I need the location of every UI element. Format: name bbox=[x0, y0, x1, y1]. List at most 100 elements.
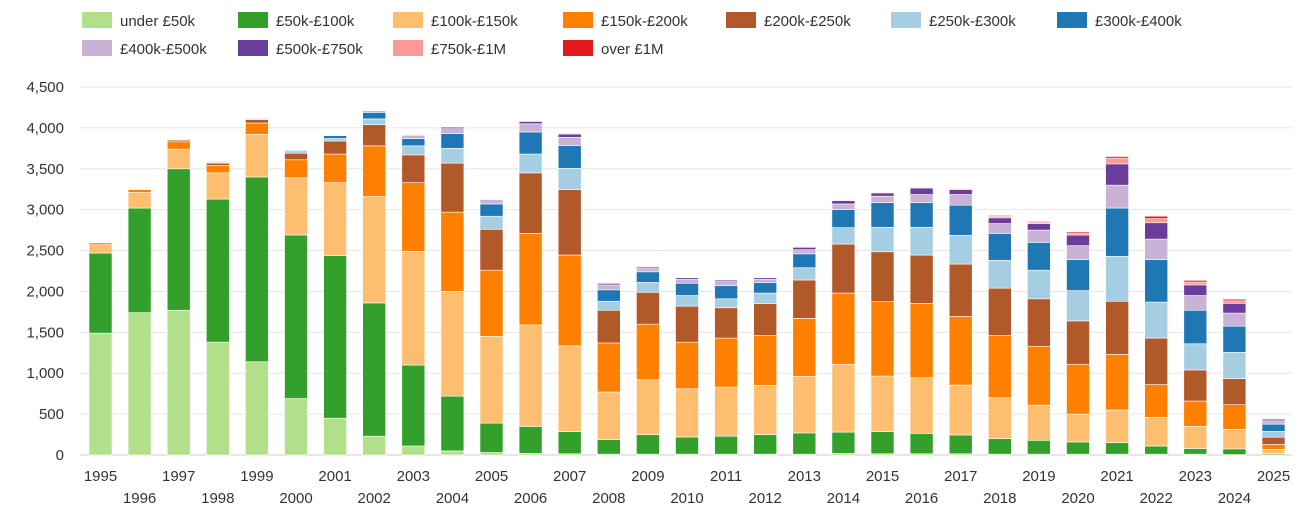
x-tick-label: 2023 bbox=[1179, 468, 1212, 485]
bar-segment-2005-100k-150k bbox=[479, 336, 504, 424]
bar-segment-2025-400k-500k bbox=[1261, 420, 1286, 425]
bar-segment-2003-200k-250k bbox=[401, 154, 426, 183]
legend-label: £400k-£500k bbox=[120, 41, 207, 58]
bar-segment-2007-500k-750k bbox=[557, 133, 582, 138]
bar-segment-2025-over-1m bbox=[1261, 417, 1286, 419]
x-tick-label: 2006 bbox=[514, 490, 547, 507]
bar-segment-2007-400k-500k bbox=[557, 136, 582, 146]
bar-segment-2010-250k-300k bbox=[675, 295, 699, 307]
legend-item-100k-150k: £100k-£150k bbox=[393, 12, 518, 30]
bar-segment-2004-400k-500k bbox=[440, 128, 465, 134]
bar-segment-2016-400k-500k bbox=[909, 194, 934, 204]
bar-segment-2020-250k-300k bbox=[1066, 290, 1090, 322]
bar-segment-2005-over-1m bbox=[479, 198, 504, 200]
bar-segment-2005-under-50k bbox=[479, 452, 504, 456]
bar-segment-2018-150k-200k bbox=[987, 335, 1012, 399]
bar-segment-2011-250k-300k bbox=[714, 298, 738, 309]
bar-segment-2005-150k-200k bbox=[479, 269, 504, 337]
bar-segment-2017-over-1m bbox=[948, 187, 973, 189]
bar-segment-2017-150k-200k bbox=[948, 316, 973, 386]
bar-segment-2010-200k-250k bbox=[675, 305, 699, 343]
bar-segment-2017-100k-150k bbox=[948, 384, 973, 436]
bar-segment-2024-750k-1m bbox=[1222, 300, 1247, 304]
bar-segment-2016-100k-150k bbox=[909, 377, 934, 434]
bar-segment-1995-500k-750k bbox=[88, 241, 113, 243]
bar-segment-2018-400k-500k bbox=[987, 223, 1012, 234]
bar-segment-2020-over-1m bbox=[1066, 231, 1090, 234]
bar-segment-2023-300k-400k bbox=[1183, 309, 1208, 345]
bar-segment-2024-over-1m bbox=[1222, 298, 1247, 302]
y-tick-label: 2,000 bbox=[26, 283, 64, 300]
bar-segment-2015-200k-250k bbox=[870, 251, 895, 302]
x-tick-label: 2021 bbox=[1100, 468, 1133, 485]
x-tick-label: 2024 bbox=[1218, 490, 1251, 507]
bar-segment-1995-under-50k bbox=[88, 332, 113, 456]
bar-segment-2022-400k-500k bbox=[1144, 238, 1168, 260]
bar-segment-2005-250k-300k bbox=[479, 215, 504, 230]
bar-segment-2022-100k-150k bbox=[1144, 417, 1168, 447]
bar-segment-2019-100k-150k bbox=[1027, 404, 1051, 441]
bar-segment-2013-200k-250k bbox=[792, 279, 817, 319]
bar-segment-2007-250k-300k bbox=[557, 168, 582, 190]
bar-segment-2005-300k-400k bbox=[479, 203, 504, 217]
bar-segment-1999-under-50k bbox=[245, 361, 269, 456]
bar-segment-2013-300k-400k bbox=[792, 253, 817, 269]
legend-item-over-1m: over £1M bbox=[563, 40, 664, 58]
bar-segment-2006-300k-400k bbox=[518, 131, 543, 155]
bar-segment-2006-over-1m bbox=[518, 120, 543, 122]
bar-segment-2024-300k-400k bbox=[1222, 325, 1247, 353]
bar-segment-2001-150k-200k bbox=[323, 153, 347, 183]
bar-segment-1999-50k-100k bbox=[245, 176, 269, 363]
bar-segment-2012-over-1m bbox=[753, 276, 778, 278]
bar-segment-2006-150k-200k bbox=[518, 233, 543, 326]
bar-segment-2023-750k-1m bbox=[1183, 281, 1208, 286]
bar-segment-2002-100k-150k bbox=[362, 196, 387, 304]
y-tick-label: 500 bbox=[39, 406, 64, 423]
legend-item-400k-500k: £400k-£500k bbox=[82, 40, 207, 58]
x-tick-label: 1997 bbox=[162, 468, 195, 485]
x-tick-label: 2017 bbox=[944, 468, 977, 485]
bar-segment-2021-750k-1m bbox=[1105, 157, 1129, 165]
bar-segment-2014-500k-750k bbox=[831, 200, 856, 205]
bar-segment-2015-300k-400k bbox=[870, 202, 895, 228]
legend-label: £150k-£200k bbox=[601, 13, 688, 30]
bar-segment-2009-200k-250k bbox=[636, 291, 660, 325]
x-axis-ticks: 1995 1996 1997 1998 1999 2000 2001 2002 2003 2004… bbox=[84, 468, 1290, 507]
legend-label: under £50k bbox=[120, 13, 196, 30]
bar-segment-2024-400k-500k bbox=[1222, 312, 1247, 327]
x-tick-label: 1999 bbox=[240, 468, 273, 485]
bar-segment-2023-100k-150k bbox=[1183, 426, 1208, 449]
bar-segment-2012-200k-250k bbox=[753, 303, 778, 336]
bar-segment-2012-50k-100k bbox=[753, 434, 778, 455]
bar-segment-2004-250k-300k bbox=[440, 148, 465, 164]
bar-segment-1995-100k-150k bbox=[88, 244, 113, 254]
bar-segment-2023-500k-750k bbox=[1183, 284, 1208, 296]
bar-segment-2009-300k-400k bbox=[636, 271, 660, 283]
bar-segment-2008-400k-500k bbox=[596, 284, 621, 291]
x-tick-label: 2025 bbox=[1257, 468, 1290, 485]
legend-swatch bbox=[726, 12, 756, 28]
x-tick-label: 2007 bbox=[553, 468, 586, 485]
bar-segment-2006-50k-100k bbox=[518, 426, 543, 454]
bar-segment-2024-100k-150k bbox=[1222, 428, 1247, 450]
legend-swatch bbox=[393, 12, 423, 28]
bar-segment-2010-over-1m bbox=[675, 276, 699, 278]
bar-segment-2007-200k-250k bbox=[557, 189, 582, 256]
bar-segment-2012-300k-400k bbox=[753, 282, 778, 294]
bar-segment-2013-150k-200k bbox=[792, 318, 817, 377]
bar-segment-2013-100k-150k bbox=[792, 376, 817, 434]
bar-segment-2008-100k-150k bbox=[596, 391, 621, 440]
bar-segment-2011-100k-150k bbox=[714, 386, 738, 437]
legend-swatch bbox=[82, 40, 112, 56]
bar-segment-2002-150k-200k bbox=[362, 145, 387, 197]
x-tick-label: 2009 bbox=[631, 468, 664, 485]
bar-segment-2021-50k-100k bbox=[1105, 442, 1129, 455]
bar-segment-2015-150k-200k bbox=[870, 301, 895, 377]
bar-segment-2020-500k-750k bbox=[1066, 234, 1090, 246]
bar-segment-2001-100k-150k bbox=[323, 182, 347, 256]
bar-segment-2022-250k-300k bbox=[1144, 301, 1168, 339]
bar-segment-1998-50k-100k bbox=[206, 198, 230, 343]
legend-label: £750k-£1M bbox=[431, 41, 506, 58]
y-tick-label: 1,500 bbox=[26, 324, 64, 341]
